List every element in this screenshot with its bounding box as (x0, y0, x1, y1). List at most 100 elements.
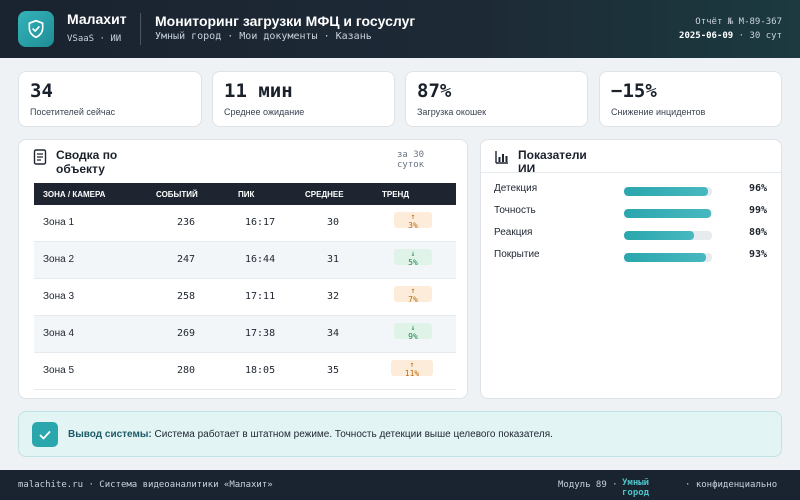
ai-metric-row: Реакция 80% (494, 227, 774, 241)
ai-metric-row: Детекция 96% (494, 183, 774, 197)
peak-cell: 17:38 (245, 328, 276, 339)
zone-cell: Зона 2 (43, 254, 75, 265)
app-header: Малахит VSaaS · ИИ Мониторинг загрузки М… (0, 0, 800, 58)
column-header: СОБЫТИЙ (156, 190, 198, 199)
events-cell: 247 (177, 254, 196, 265)
avg-cell: 34 (327, 328, 340, 339)
kpi-value: 34 (30, 80, 53, 102)
ai-divider (481, 172, 781, 173)
ai-metric-fill (624, 253, 706, 262)
zone-cell: Зона 5 (43, 365, 75, 376)
peak-cell: 18:05 (245, 365, 276, 376)
kpi-label: Посетителей сейчас (30, 107, 116, 117)
ai-metric-row: Точность 99% (494, 205, 774, 219)
kpi-card-visitors: 34 Посетителей сейчас (18, 71, 202, 127)
summary-panel: Сводка по объекту за 30 суток ЗОНА / КАМ… (18, 139, 468, 399)
peak-cell: 17:11 (245, 291, 276, 302)
trend-down-icon: ↓ (410, 323, 416, 332)
ai-metric-fill (624, 187, 709, 196)
conclusion-body: Система работает в штатном режиме. Точно… (154, 429, 553, 440)
footer-city: Умный город (622, 478, 650, 498)
column-header: ПИК (238, 190, 255, 199)
peak-cell: 16:44 (245, 254, 276, 265)
kpi-label: Снижение инцидентов (611, 107, 706, 117)
table-row[interactable]: Зона 2 247 16:44 31 ↓ 5% (34, 242, 456, 279)
ai-metric-value: 96% (749, 183, 768, 194)
ai-metric-bar (624, 209, 712, 218)
column-header: ТРЕНД (382, 190, 410, 199)
summary-period: за 30 суток (397, 150, 425, 170)
ai-metric-value: 80% (749, 227, 768, 238)
kpi-card-load: 87% Загрузка окошек (405, 71, 588, 127)
avg-cell: 30 (327, 217, 340, 228)
kpi-value: 87% (417, 80, 452, 102)
trend-up-icon: ↑ (410, 212, 416, 221)
avg-cell: 32 (327, 291, 340, 302)
report-date: 2025-06-09 (679, 31, 734, 41)
table-row[interactable]: Зона 1 236 16:17 30 ↑ 3% (34, 205, 456, 242)
check-icon (39, 430, 51, 439)
document-icon (33, 149, 47, 165)
report-info: Отчёт № M-89-367 2025-06-09 · 30 сут (672, 15, 782, 43)
check-badge (32, 422, 58, 447)
ai-metric-fill (624, 209, 712, 218)
trend-badge: ↑ 3% (394, 212, 432, 230)
brand-subtitle: VSaaS · ИИ (67, 34, 122, 44)
events-cell: 269 (177, 328, 196, 339)
ai-metric-row: Покрытие 93% (494, 249, 774, 263)
brand-name: Малахит (67, 11, 127, 27)
page-subtitle: Умный город · Мои документы · Казань (155, 31, 372, 42)
conclusion-text: Вывод системы: Система работает в штатно… (68, 429, 553, 440)
column-header: ЗОНА / КАМЕРА (43, 190, 106, 199)
avg-cell: 31 (327, 254, 340, 265)
ai-metric-value: 99% (749, 205, 768, 216)
ai-metric-label: Точность (494, 205, 536, 216)
table-row[interactable]: Зона 4 269 17:38 34 ↓ 9% (34, 316, 456, 353)
column-header: СРЕДНЕЕ (305, 190, 344, 199)
app-footer: malachite.ru · Система видеоаналитики «М… (0, 470, 800, 500)
trend-value: 11% (404, 369, 420, 378)
footer-site: malachite.ru · Система видеоаналитики «М… (18, 480, 273, 490)
trend-value: 7% (408, 295, 418, 304)
ai-metric-label: Реакция (494, 227, 533, 238)
shield-check-icon (28, 19, 44, 39)
zone-cell: Зона 4 (43, 328, 75, 339)
kpi-card-incidents: −15% Снижение инцидентов (599, 71, 782, 127)
trend-value: 3% (408, 221, 418, 230)
zone-cell: Зона 1 (43, 217, 75, 228)
ai-metric-label: Детекция (494, 183, 538, 194)
peak-cell: 16:17 (245, 217, 276, 228)
summary-title: Сводка по объекту (56, 148, 118, 176)
avg-cell: 35 (327, 365, 340, 376)
zone-cell: Зона 3 (43, 291, 75, 302)
footer-module: Модуль 89 · (558, 480, 618, 490)
trend-down-icon: ↓ (410, 249, 416, 258)
events-cell: 280 (177, 365, 196, 376)
report-number: Отчёт № M-89-367 (695, 17, 782, 27)
events-cell: 236 (177, 217, 196, 228)
kpi-card-wait: 11 мин Среднее ожидание (212, 71, 395, 127)
table-row[interactable]: Зона 5 280 18:05 35 ↑ 11% (34, 353, 456, 390)
ai-metric-fill (624, 231, 695, 240)
footer-confidential: · конфиденциально (685, 480, 778, 490)
table-row[interactable]: Зона 3 258 17:11 32 ↑ 7% (34, 279, 456, 316)
header-divider (140, 13, 141, 45)
bar-chart-icon (495, 151, 508, 164)
trend-value: 5% (408, 258, 418, 267)
trend-up-icon: ↑ (410, 286, 416, 295)
ai-metric-bar (624, 187, 712, 196)
kpi-value: −15% (611, 80, 657, 102)
trend-badge: ↓ 9% (394, 323, 432, 341)
kpi-label: Загрузка окошек (417, 107, 487, 117)
system-conclusion: Вывод системы: Система работает в штатно… (18, 411, 782, 457)
page-title: Мониторинг загрузки МФЦ и госуслуг (155, 13, 416, 29)
conclusion-label: Вывод системы: (68, 429, 152, 440)
table-header: ЗОНА / КАМЕРА СОБЫТИЙ ПИК СРЕДНЕЕ ТРЕНД (34, 183, 456, 205)
trend-up-icon: ↑ (409, 360, 415, 369)
ai-metric-bar (624, 253, 712, 262)
report-period: · 30 сут (738, 31, 782, 41)
trend-badge: ↓ 5% (394, 249, 432, 267)
trend-badge: ↑ 7% (394, 286, 432, 304)
ai-panel: Показатели ИИ Детекция 96% Точность 99% … (480, 139, 782, 399)
ai-metric-bar (624, 231, 712, 240)
